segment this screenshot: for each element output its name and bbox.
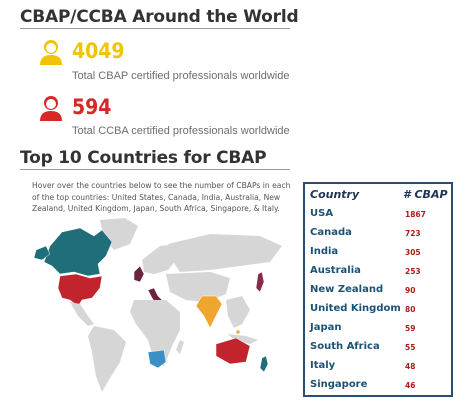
table-cell-country: Australia <box>310 265 361 276</box>
table-cell-country: Italy <box>310 360 336 371</box>
map-asia-north <box>168 234 282 272</box>
table-row: United Kingdom 80 <box>310 300 447 319</box>
cbap-total-caption: Total CBAP certified professionals world… <box>72 70 290 82</box>
table-cell-country: Japan <box>310 322 342 333</box>
table-cell-count: 59 <box>405 324 416 333</box>
table-cell-count: 305 <box>405 248 421 257</box>
map-country-new-zealand[interactable] <box>259 355 269 373</box>
table-row: Japan 59 <box>310 319 447 338</box>
page-title: CBAP/CCBA Around the World <box>20 7 299 27</box>
table-cell-country: Singapore <box>310 379 368 390</box>
ccba-total-number: 594 <box>72 95 112 119</box>
table-cell-count: 253 <box>405 267 421 276</box>
map-country-india[interactable] <box>195 295 223 329</box>
map-indonesia <box>228 334 258 344</box>
table-header-country: Country <box>310 188 360 201</box>
table-header-count: # CBAP <box>403 188 448 201</box>
table-row: Italy 48 <box>310 357 447 376</box>
cbap-total-number: 4049 <box>72 39 125 63</box>
section-title-top-countries: Top 10 Countries for CBAP <box>20 148 267 168</box>
map-country-canada[interactable] <box>43 227 113 277</box>
map-africa <box>130 300 180 366</box>
table-cell-count: 55 <box>405 343 416 352</box>
table-row: India 305 <box>310 243 447 262</box>
map-madagascar <box>176 340 184 354</box>
table-cell-count: 723 <box>405 229 421 238</box>
table-row: USA 1867 <box>310 205 447 224</box>
map-country-singapore[interactable] <box>235 329 241 335</box>
map-country-south-africa[interactable] <box>147 349 167 369</box>
table-row: South Africa 55 <box>310 338 447 357</box>
table-cell-count: 80 <box>405 305 416 314</box>
table-cell-country: New Zealand <box>310 284 384 295</box>
world-map <box>33 218 282 392</box>
map-country-usa[interactable] <box>57 273 103 307</box>
person-icon <box>40 40 62 65</box>
hover-instructions: Hover over the countries below to see th… <box>32 181 291 213</box>
table-cell-count: 48 <box>405 362 416 371</box>
table-body: USA 1867 Canada 723 India 305 Australia 253 New … <box>310 205 447 395</box>
map-country-australia[interactable] <box>215 337 251 365</box>
table-cell-count: 1867 <box>405 210 426 219</box>
map-se-asia <box>226 296 250 328</box>
map-south-america <box>88 326 126 392</box>
person-icon <box>40 96 62 121</box>
ccba-total-caption: Total CCBA certified professionals world… <box>72 125 290 137</box>
table-row: Australia 253 <box>310 262 447 281</box>
table-cell-country: South Africa <box>310 341 380 352</box>
section-divider <box>20 169 290 170</box>
table-cell-count: 46 <box>405 381 416 390</box>
title-divider <box>20 28 290 29</box>
table-row: Canada 723 <box>310 224 447 243</box>
map-country-japan[interactable] <box>255 271 265 293</box>
map-country-uk[interactable] <box>133 265 145 283</box>
table-cell-country: Canada <box>310 227 352 238</box>
map-asia-central <box>166 272 230 302</box>
table-cell-country: India <box>310 246 339 257</box>
table-cell-country: United Kingdom <box>310 303 401 314</box>
table-row: Singapore 46 <box>310 376 447 395</box>
table-cell-country: USA <box>310 208 334 219</box>
cbap-country-table: Country # CBAP USA 1867 Canada 723 India 305 A… <box>303 182 453 397</box>
map-mexico <box>70 302 94 326</box>
map-country-usa-alaska[interactable] <box>33 245 51 261</box>
table-row: New Zealand 90 <box>310 281 447 300</box>
table-cell-count: 90 <box>405 286 416 295</box>
